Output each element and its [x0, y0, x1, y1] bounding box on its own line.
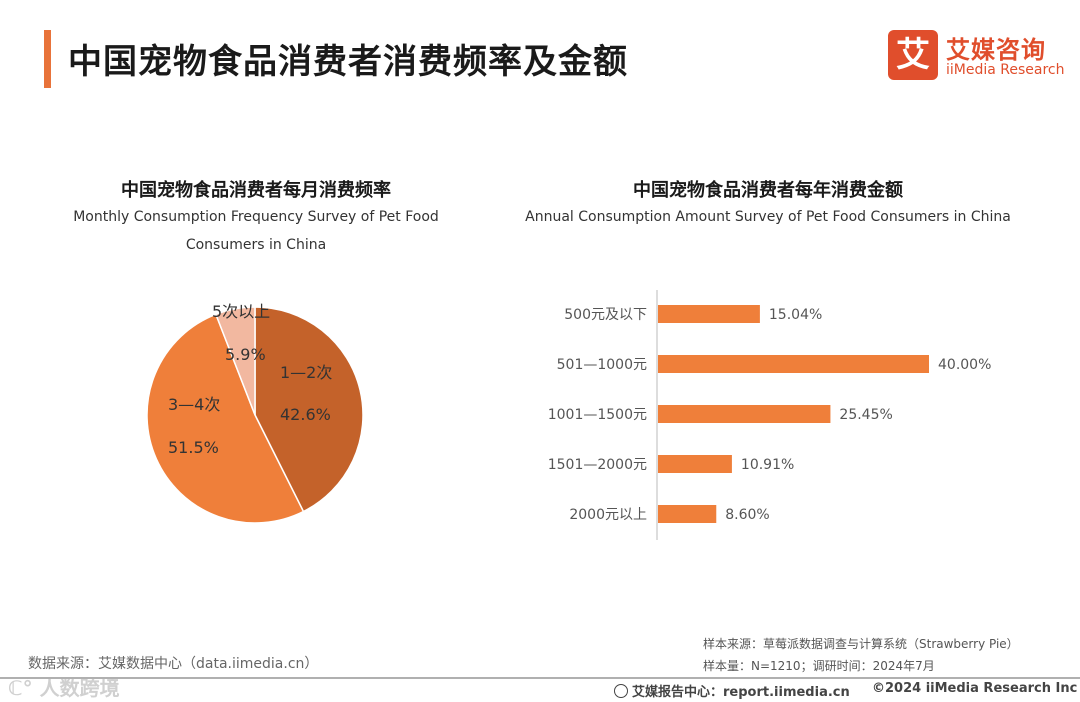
pie-slice — [146, 313, 305, 524]
footer-report-center: 艾媒报告中心：report.iimedia.cn — [614, 681, 850, 700]
bar-value-label: 10.91% — [741, 457, 794, 473]
pie-slice-label: 1—2次 — [280, 363, 332, 382]
pie-slice — [214, 306, 256, 416]
bar-value-label: 40.00% — [938, 357, 991, 373]
sample-info-note: 样本量：N=1210；调研时间：2024年7月 — [703, 659, 935, 673]
bar-chart-title: 中国宠物食品消费者每年消费金额 — [633, 180, 903, 201]
bar-category-label: 2000元以上 — [569, 507, 647, 523]
footer-divider — [0, 677, 1080, 679]
pie-slice-value: 51.5% — [168, 438, 219, 457]
pie-slice-label: 5次以上 — [212, 302, 270, 321]
brand-logo: 艾 艾媒咨询 iiMedia Research — [888, 30, 1068, 82]
data-source-note: 数据来源：艾媒数据中心（data.iimedia.cn） — [28, 656, 319, 672]
pie-slice-value: 42.6% — [280, 405, 331, 424]
sample-source-note: 样本来源：草莓派数据调查与计算系统（Strawberry Pie） — [703, 637, 1019, 651]
bar — [658, 405, 831, 423]
bar-category-label: 500元及以下 — [564, 307, 647, 323]
pie-chart: 1—2次 42.6% 3—4次 51.5% 5次以上 5.9% — [146, 302, 364, 524]
bar-chart-subtitle: Annual Consumption Amount Survey of Pet … — [525, 209, 1011, 225]
bar-category-label: 1501—2000元 — [548, 457, 647, 473]
bar-category-label: 1001—1500元 — [548, 407, 647, 423]
bar-value-label: 15.04% — [769, 307, 822, 323]
bar — [658, 505, 717, 523]
title-accent-bar — [44, 30, 51, 88]
bar-value-label: 25.45% — [839, 407, 892, 423]
bar — [658, 355, 929, 373]
logo-cn-text: 艾媒咨询 — [946, 36, 1046, 64]
pie-chart-subtitle-1: Monthly Consumption Frequency Survey of … — [73, 209, 439, 225]
logo-mark-icon: 艾 — [888, 30, 938, 80]
globe-icon — [614, 684, 628, 698]
pie-slice — [254, 306, 364, 513]
pie-chart-subtitle-2: Consumers in China — [185, 237, 327, 253]
bar-category-label: 501—1000元 — [557, 357, 647, 373]
pie-chart-title: 中国宠物食品消费者每月消费频率 — [121, 180, 391, 201]
watermark: ℂ° 人数跨境 — [8, 676, 120, 700]
pie-slice-label: 3—4次 — [168, 395, 220, 414]
pie-slice-value: 5.9% — [225, 345, 266, 364]
bar — [658, 455, 732, 473]
logo-en-text: iiMedia Research — [946, 62, 1065, 78]
bar-value-label: 8.60% — [725, 507, 769, 523]
footer-report-text: 艾媒报告中心：report.iimedia.cn — [632, 685, 850, 700]
bar-chart: 500元及以下 15.04% 501—1000元 40.00% 1001—1500元 25… — [548, 290, 991, 540]
bar — [658, 305, 760, 323]
page-title: 中国宠物食品消费者消费频率及金额 — [68, 42, 628, 82]
footer-copyright: ©2024 iiMedia Research Inc — [872, 681, 1078, 696]
